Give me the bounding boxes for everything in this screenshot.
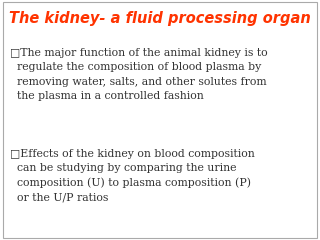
Text: The kidney- a fluid processing organ: The kidney- a fluid processing organ — [9, 11, 311, 26]
Text: □Effects of the kidney on blood composition
  can be studying by comparing the u: □Effects of the kidney on blood composit… — [10, 149, 254, 203]
FancyBboxPatch shape — [3, 2, 317, 238]
Text: □The major function of the animal kidney is to
  regulate the composition of blo: □The major function of the animal kidney… — [10, 48, 267, 101]
